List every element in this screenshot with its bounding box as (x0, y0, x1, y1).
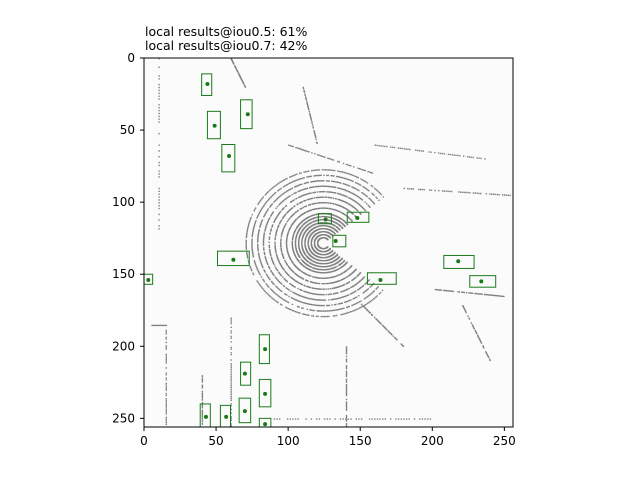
box-center-point (456, 259, 460, 263)
y-tick-label: 0 (127, 51, 135, 65)
y-tick-label: 150 (112, 267, 135, 281)
y-axis: 0 50 100 150 200 250 (112, 51, 144, 425)
y-tick-label: 200 (112, 339, 135, 353)
box-center-point (324, 217, 328, 221)
y-tick-label: 250 (112, 411, 135, 425)
box-center-point (224, 415, 228, 419)
box-center-point (263, 422, 267, 426)
x-tick-label: 250 (493, 434, 516, 448)
plot-area (144, 58, 513, 427)
box-center-point (246, 112, 250, 116)
box-center-point (334, 239, 338, 243)
box-center-point (263, 347, 267, 351)
box-center-point (204, 415, 208, 419)
x-tick-label: 50 (208, 434, 223, 448)
x-tick-label: 150 (349, 434, 372, 448)
title-line-iou05: local results@iou0.5: 61% (145, 24, 307, 39)
y-tick-label: 50 (120, 123, 135, 137)
box-center-point (479, 279, 483, 283)
box-center-point (378, 278, 382, 282)
box-center-point (243, 409, 247, 413)
box-center-point (213, 124, 217, 128)
title-line-iou07: local results@iou0.7: 42% (145, 38, 307, 53)
box-center-point (146, 278, 150, 282)
box-center-point (263, 392, 267, 396)
box-center-point (231, 258, 235, 262)
x-tick-label: 200 (421, 434, 444, 448)
x-axis: 0 50 100 150 200 250 (140, 427, 516, 448)
y-tick-label: 100 (112, 195, 135, 209)
box-center-point (227, 154, 231, 158)
box-center-point (205, 82, 209, 86)
box-center-point (243, 372, 247, 376)
box-center-point (355, 216, 359, 220)
x-tick-label: 0 (140, 434, 148, 448)
x-tick-label: 100 (277, 434, 300, 448)
